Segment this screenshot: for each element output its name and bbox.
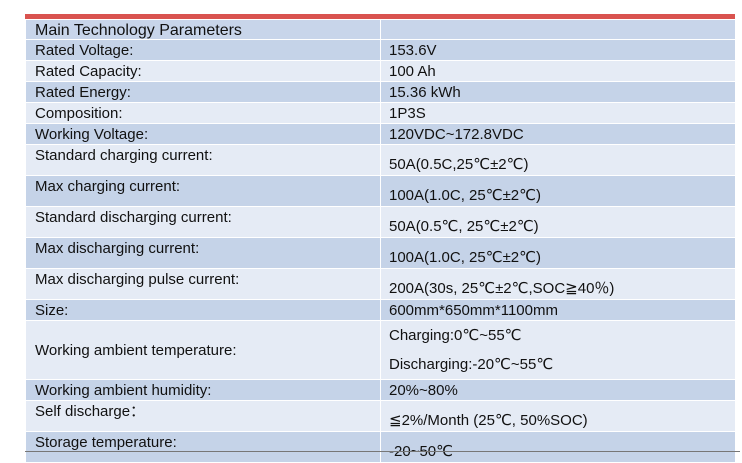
table-row: Max discharging pulse current: 200A(30s,… (25, 268, 736, 300)
parameters-sheet: Main Technology Parameters Rated Voltage… (25, 14, 736, 463)
row-label: Self discharge： (25, 400, 381, 432)
parameters-table: Main Technology Parameters Rated Voltage… (25, 19, 736, 463)
table-title: Main Technology Parameters (25, 19, 381, 40)
row-label: Working Voltage: (25, 123, 381, 145)
table-row: Storage temperature: -20~50℃ (25, 431, 736, 463)
row-label: Storage temperature: (25, 431, 381, 463)
row-value: 120VDC~172.8VDC (380, 123, 736, 145)
row-value: 1P3S (380, 102, 736, 124)
row-value: -20~50℃ (380, 431, 736, 463)
row-label: Rated Energy: (25, 81, 381, 103)
row-label: Standard charging current: (25, 144, 381, 176)
table-row: Max discharging current: 100A(1.0C, 25℃±… (25, 237, 736, 269)
row-label: Size: (25, 299, 381, 321)
table-row: Max charging current: 100A(1.0C, 25℃±2℃) (25, 175, 736, 207)
table-header-row: Main Technology Parameters (25, 19, 736, 40)
row-value: 100A(1.0C, 25℃±2℃) (380, 175, 736, 207)
row-label: Max charging current: (25, 175, 381, 207)
row-value: 200A(30s, 25℃±2℃,SOC≧40％) (380, 268, 736, 300)
table-row: Standard discharging current: 50A(0.5℃, … (25, 206, 736, 238)
table-row: Self discharge： ≦2%/Month (25℃, 50%SOC) (25, 400, 736, 432)
row-value: 153.6V (380, 39, 736, 61)
row-label: Working ambient temperature: (25, 320, 381, 380)
bottom-rule (25, 451, 740, 452)
row-value-line: Discharging:-20℃~55℃ (389, 356, 554, 373)
table-row: Standard charging current: 50A(0.5C,25℃±… (25, 144, 736, 176)
table-header-empty-cell (380, 19, 736, 40)
row-value: 100A(1.0C, 25℃±2℃) (380, 237, 736, 269)
row-label: Rated Capacity: (25, 60, 381, 82)
row-value: 15.36 kWh (380, 81, 736, 103)
row-label: Rated Voltage: (25, 39, 381, 61)
table-row: Rated Capacity: 100 Ah (25, 60, 736, 82)
row-label: Composition: (25, 102, 381, 124)
table-row: Rated Voltage: 153.6V (25, 39, 736, 61)
row-value-line: Charging:0℃~55℃ (389, 327, 522, 344)
row-value: 50A(0.5℃, 25℃±2℃) (380, 206, 736, 238)
row-value: Charging:0℃~55℃ Discharging:-20℃~55℃ (380, 320, 736, 380)
row-value: 600mm*650mm*1100mm (380, 299, 736, 321)
row-label: Standard discharging current: (25, 206, 381, 238)
table-row: Working ambient temperature: Charging:0℃… (25, 320, 736, 380)
table-row: Working ambient humidity: 20%~80% (25, 379, 736, 401)
header-accent-bar (25, 14, 735, 19)
row-label: Max discharging pulse current: (25, 268, 381, 300)
row-value: 50A(0.5C,25℃±2℃) (380, 144, 736, 176)
table-row: Size: 600mm*650mm*1100mm (25, 299, 736, 321)
table-row: Rated Energy: 15.36 kWh (25, 81, 736, 103)
row-label: Max discharging current: (25, 237, 381, 269)
table-row: Working Voltage: 120VDC~172.8VDC (25, 123, 736, 145)
row-value: 20%~80% (380, 379, 736, 401)
row-value: ≦2%/Month (25℃, 50%SOC) (380, 400, 736, 432)
table-row: Composition: 1P3S (25, 102, 736, 124)
row-value: 100 Ah (380, 60, 736, 82)
row-label: Working ambient humidity: (25, 379, 381, 401)
